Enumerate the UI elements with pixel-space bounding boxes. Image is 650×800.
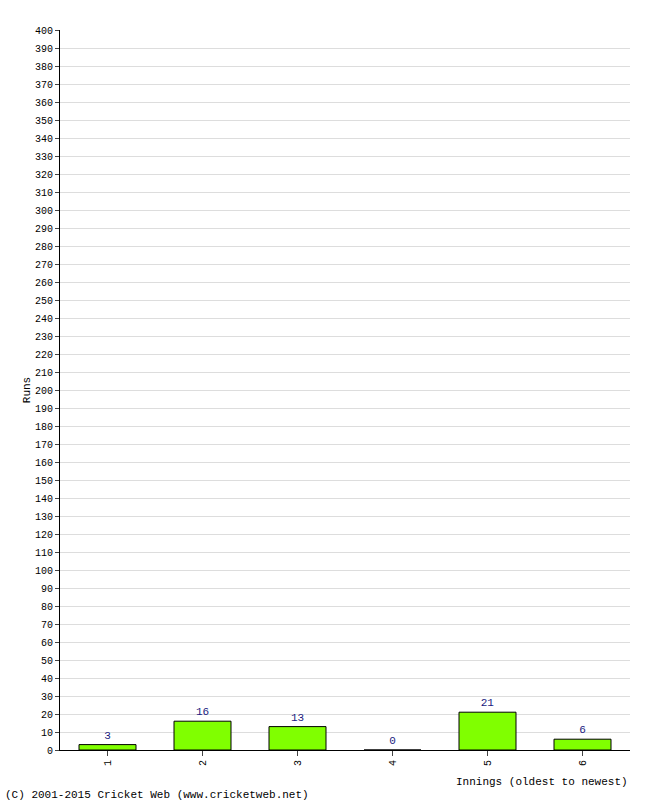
svg-text:330: 330	[35, 152, 53, 163]
svg-text:300: 300	[35, 206, 53, 217]
svg-text:20: 20	[41, 710, 53, 721]
svg-text:240: 240	[35, 314, 53, 325]
svg-text:3: 3	[104, 730, 111, 742]
svg-text:40: 40	[41, 674, 53, 685]
svg-text:390: 390	[35, 44, 53, 55]
svg-text:Innings (oldest to newest): Innings (oldest to newest)	[456, 776, 628, 788]
svg-text:30: 30	[41, 692, 53, 703]
svg-text:180: 180	[35, 422, 53, 433]
svg-text:120: 120	[35, 530, 53, 541]
svg-text:6: 6	[579, 724, 586, 736]
svg-text:400: 400	[35, 26, 53, 37]
svg-text:60: 60	[41, 638, 53, 649]
svg-text:(C) 2001-2015 Cricket Web (www: (C) 2001-2015 Cricket Web (www.cricketwe…	[5, 789, 309, 800]
svg-text:340: 340	[35, 134, 53, 145]
svg-text:5: 5	[483, 760, 494, 766]
svg-text:200: 200	[35, 386, 53, 397]
svg-text:370: 370	[35, 80, 53, 91]
svg-text:270: 270	[35, 260, 53, 271]
svg-text:90: 90	[41, 584, 53, 595]
svg-text:360: 360	[35, 98, 53, 109]
svg-text:Runs: Runs	[21, 377, 33, 403]
svg-text:130: 130	[35, 512, 53, 523]
svg-text:290: 290	[35, 224, 53, 235]
svg-text:13: 13	[291, 712, 304, 724]
svg-text:16: 16	[196, 706, 209, 718]
svg-text:170: 170	[35, 440, 53, 451]
svg-text:260: 260	[35, 278, 53, 289]
svg-text:0: 0	[47, 746, 53, 757]
svg-text:4: 4	[388, 760, 399, 766]
svg-text:350: 350	[35, 116, 53, 127]
svg-text:100: 100	[35, 566, 53, 577]
svg-text:150: 150	[35, 476, 53, 487]
svg-text:0: 0	[389, 735, 396, 747]
svg-text:230: 230	[35, 332, 53, 343]
svg-text:160: 160	[35, 458, 53, 469]
svg-text:190: 190	[35, 404, 53, 415]
svg-text:140: 140	[35, 494, 53, 505]
svg-text:280: 280	[35, 242, 53, 253]
svg-text:10: 10	[41, 728, 53, 739]
svg-text:310: 310	[35, 188, 53, 199]
svg-text:70: 70	[41, 620, 53, 631]
svg-text:220: 220	[35, 350, 53, 361]
svg-text:50: 50	[41, 656, 53, 667]
svg-text:110: 110	[35, 548, 53, 559]
svg-text:80: 80	[41, 602, 53, 613]
svg-text:380: 380	[35, 62, 53, 73]
svg-text:3: 3	[293, 760, 304, 766]
svg-text:6: 6	[578, 760, 589, 766]
svg-text:21: 21	[481, 697, 495, 709]
svg-text:210: 210	[35, 368, 53, 379]
svg-text:1: 1	[103, 760, 114, 766]
svg-text:250: 250	[35, 296, 53, 307]
svg-text:320: 320	[35, 170, 53, 181]
svg-text:2: 2	[198, 760, 209, 766]
